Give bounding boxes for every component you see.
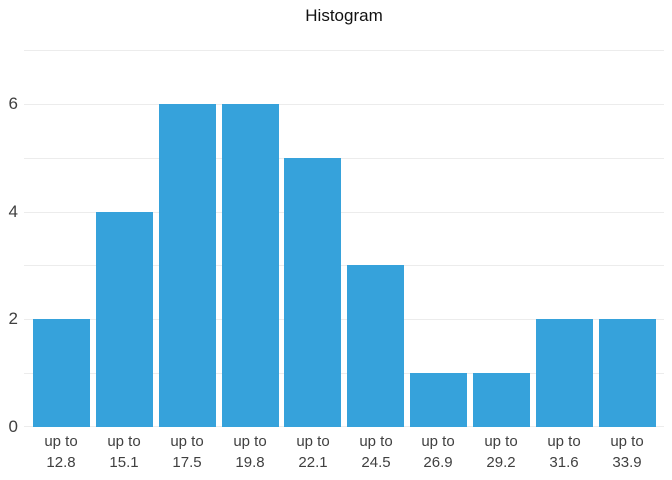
gridline <box>24 212 664 213</box>
histogram-bar[interactable] <box>410 373 467 427</box>
gridline <box>24 426 664 427</box>
x-axis-category-label: up to 22.1 <box>296 433 330 471</box>
histogram-bar[interactable] <box>599 319 656 427</box>
y-axis-tick-label: 6 <box>8 94 18 113</box>
x-axis-category-label: up to 17.5 <box>170 433 204 471</box>
plot-area <box>24 50 664 427</box>
x-axis-category-label: up to 33.9 <box>610 433 644 471</box>
gridline <box>24 319 664 320</box>
histogram-bar[interactable] <box>284 158 341 427</box>
x-axis-category-label: up to 12.8 <box>44 433 78 471</box>
x-axis-category-label: up to 31.6 <box>547 433 581 471</box>
chart-title: Histogram <box>305 6 383 25</box>
gridline <box>24 158 664 159</box>
histogram-bar[interactable] <box>473 373 530 427</box>
x-axis-category-label: up to 29.2 <box>484 433 518 471</box>
x-axis-category-label: up to 26.9 <box>421 433 455 471</box>
histogram-bar[interactable] <box>347 265 404 427</box>
histogram-bar[interactable] <box>96 212 153 427</box>
histogram-bar[interactable] <box>222 104 279 427</box>
gridline <box>24 50 664 51</box>
gridline <box>24 104 664 105</box>
histogram-bar[interactable] <box>536 319 593 427</box>
x-axis-category-label: up to 19.8 <box>233 433 267 471</box>
y-axis-tick-label: 0 <box>8 417 18 436</box>
x-axis-category-label: up to 15.1 <box>107 433 141 471</box>
x-axis-category-label: up to 24.5 <box>359 433 393 471</box>
histogram-bar[interactable] <box>159 104 216 427</box>
y-axis-tick-label: 4 <box>8 202 18 221</box>
gridline <box>24 265 664 266</box>
y-axis-tick-label: 2 <box>8 309 18 328</box>
histogram-bar[interactable] <box>33 319 90 427</box>
gridline <box>24 373 664 374</box>
